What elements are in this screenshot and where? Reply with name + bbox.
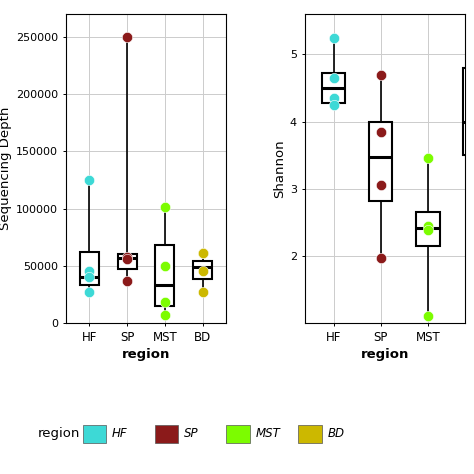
Text: SP: SP <box>184 427 199 440</box>
Point <box>471 151 474 159</box>
Text: MST: MST <box>255 427 280 440</box>
Point <box>85 176 93 184</box>
Point <box>199 288 207 296</box>
Point <box>85 273 93 281</box>
Point <box>424 312 431 320</box>
Bar <box>463 68 474 155</box>
Point <box>199 268 207 275</box>
Point <box>123 33 131 41</box>
Bar <box>80 252 99 285</box>
Bar <box>322 73 345 103</box>
Y-axis label: Sequencing Depth: Sequencing Depth <box>0 107 12 230</box>
Point <box>123 253 131 260</box>
Point <box>330 74 337 82</box>
Point <box>471 118 474 125</box>
Point <box>161 262 169 270</box>
X-axis label: region: region <box>122 348 170 361</box>
Bar <box>193 261 212 279</box>
Bar <box>118 254 137 269</box>
Point <box>161 204 169 211</box>
Point <box>199 249 207 257</box>
Point <box>123 255 131 263</box>
Point <box>424 155 431 162</box>
Text: BD: BD <box>328 427 344 440</box>
Point <box>199 249 207 257</box>
Point <box>123 277 131 284</box>
Bar <box>416 212 439 246</box>
Point <box>377 128 384 136</box>
Point <box>330 101 337 109</box>
Point <box>161 311 169 319</box>
X-axis label: region: region <box>361 348 409 361</box>
Point <box>424 222 431 229</box>
Point <box>161 299 169 306</box>
Point <box>377 254 384 262</box>
Point <box>377 71 384 78</box>
Point <box>471 44 474 52</box>
Point <box>330 94 337 102</box>
Point <box>424 227 431 234</box>
Bar <box>155 245 174 306</box>
Point <box>377 182 384 189</box>
Text: HF: HF <box>112 427 128 440</box>
Bar <box>369 121 392 201</box>
Point <box>330 34 337 42</box>
Point <box>85 288 93 296</box>
Point <box>85 268 93 275</box>
Y-axis label: Shannon: Shannon <box>273 139 286 198</box>
Text: region: region <box>38 427 80 440</box>
